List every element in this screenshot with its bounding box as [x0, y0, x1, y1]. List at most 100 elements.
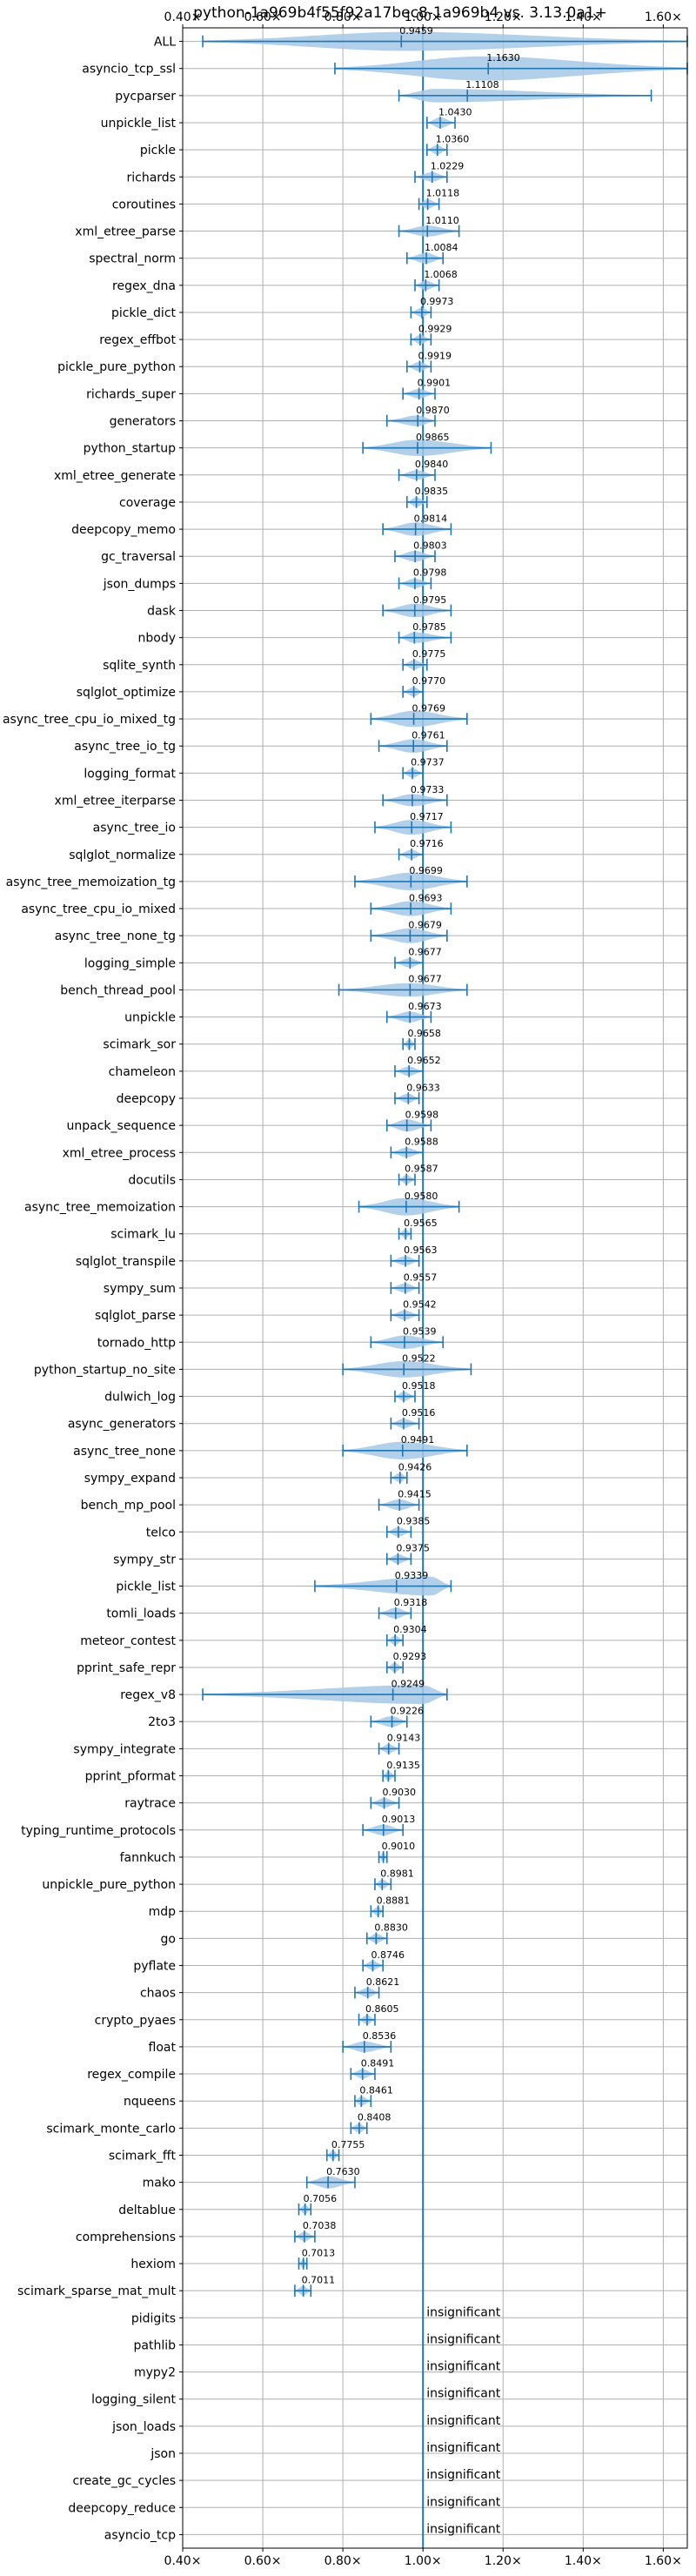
value-label: 0.9030	[383, 1787, 417, 1798]
value-label: 0.9491	[401, 1434, 435, 1446]
benchmark-label: xml_etree_generate	[54, 469, 176, 483]
benchmark-label: unpickle_pure_python	[42, 1878, 176, 1892]
value-label: 0.9865	[416, 432, 450, 443]
value-label: 0.9565	[404, 1218, 438, 1229]
benchmark-label: crypto_pyaes	[95, 2014, 176, 2028]
benchmark-label: typing_runtime_protocols	[21, 1824, 176, 1838]
value-label: 0.9835	[415, 486, 448, 497]
value-label: 0.9919	[418, 351, 452, 362]
value-label: 0.9516	[402, 1407, 436, 1419]
benchmark-label: raytrace	[124, 1797, 176, 1811]
benchmark-label: unpickle	[124, 1011, 176, 1025]
value-label: 0.9563	[404, 1244, 438, 1256]
value-label: 0.9716	[410, 838, 444, 849]
value-label: 1.1108	[465, 79, 499, 91]
benchmark-label: sqlglot_normalize	[69, 849, 176, 862]
benchmark-label: nbody	[138, 632, 177, 646]
benchmark-label: unpickle_list	[101, 117, 177, 131]
benchmark-label: 2to3	[148, 1715, 176, 1729]
benchmark-label: python_startup_no_site	[34, 1363, 176, 1377]
benchmark-label: json_dumps	[103, 577, 176, 591]
value-label: 0.9143	[387, 1733, 421, 1744]
value-label: 0.7056	[304, 2193, 338, 2204]
insignificant-label: insignificant	[426, 2360, 501, 2374]
value-label: 0.9415	[398, 1488, 432, 1499]
x-tick-label-bottom: 1.20×	[485, 2554, 522, 2568]
benchmark-label: mdp	[149, 1905, 177, 1919]
x-tick-label-bottom: 1.00×	[405, 2554, 442, 2568]
value-label: 0.7013	[302, 2247, 336, 2258]
benchmark-label: mypy2	[134, 2366, 176, 2380]
benchmark-label: unpack_sequence	[67, 1119, 176, 1133]
insignificant-label: insignificant	[426, 2441, 501, 2455]
insignificant-label: insignificant	[426, 2468, 501, 2482]
value-label: 0.9677	[408, 947, 442, 958]
benchmark-label: async_tree_cpu_io_mixed_tg	[3, 713, 176, 727]
value-label: 0.9693	[409, 892, 443, 903]
value-label: 0.9557	[404, 1271, 438, 1283]
x-tick-label-bottom: 1.60×	[645, 2554, 682, 2568]
benchmark-label: xml_etree_parse	[75, 225, 176, 239]
value-label: 1.0084	[425, 242, 458, 253]
benchmark-label: mako	[143, 2177, 176, 2190]
benchmark-label: scimark_sparse_mat_mult	[17, 2284, 176, 2298]
insignificant-label: insignificant	[426, 2332, 501, 2346]
value-label: 0.9733	[411, 784, 445, 795]
value-label: 0.9814	[414, 513, 447, 524]
benchmark-label: async_tree_cpu_io_mixed	[21, 902, 176, 916]
benchmark-label: sqlite_synth	[103, 659, 176, 673]
benchmark-label: async_tree_none	[73, 1445, 176, 1459]
benchmark-label: deepcopy_reduce	[68, 2501, 176, 2515]
benchmark-label: create_gc_cycles	[72, 2474, 176, 2488]
benchmark-label: xml_etree_process	[63, 1146, 176, 1160]
value-label: 0.9901	[418, 378, 451, 389]
value-label: 0.9135	[386, 1760, 420, 1771]
x-tick-label-top: 0.80×	[325, 10, 362, 24]
value-label: 0.9318	[394, 1597, 428, 1608]
benchmark-label: pickle	[140, 144, 176, 158]
benchmark-label: richards	[127, 171, 177, 184]
benchmark-label: chameleon	[109, 1065, 176, 1079]
value-label: 0.9542	[403, 1298, 437, 1310]
benchmark-label: bench_mp_pool	[81, 1499, 176, 1513]
value-label: 1.0110	[425, 215, 459, 226]
benchmark-label: sympy_str	[113, 1553, 176, 1566]
benchmark-label: sqlglot_optimize	[77, 686, 176, 700]
benchmark-label: json	[150, 2447, 176, 2461]
x-tick-label-bottom: 1.40×	[565, 2554, 602, 2568]
benchmark-label: telco	[146, 1526, 176, 1540]
benchmark-label: sqlglot_transpile	[76, 1255, 176, 1269]
benchmark-label: deepcopy	[117, 1092, 176, 1106]
value-label: 0.9588	[405, 1137, 438, 1148]
benchmark-label: scimark_fft	[109, 2149, 177, 2163]
value-label: 0.8830	[374, 1922, 408, 1934]
benchmark-label: nqueens	[124, 2095, 176, 2109]
value-label: 0.9770	[412, 675, 445, 687]
benchmark-label: tomli_loads	[106, 1607, 176, 1621]
benchmark-label: logging_silent	[91, 2393, 176, 2407]
insignificant-label: insignificant	[426, 2414, 501, 2428]
benchmark-label: regex_dna	[112, 279, 176, 293]
benchmark-label: pickle_list	[116, 1580, 176, 1594]
value-label: 0.9539	[403, 1326, 437, 1338]
benchmark-label: pyflate	[133, 1959, 176, 1973]
value-label: 0.9769	[412, 702, 446, 714]
benchmark-label: gc_traversal	[101, 550, 176, 564]
value-label: 0.8491	[361, 2057, 395, 2069]
value-label: 0.9761	[412, 729, 445, 741]
value-label: 0.9010	[382, 1841, 416, 1852]
benchmark-label: chaos	[140, 1987, 176, 2001]
benchmark-label: pprint_safe_repr	[77, 1661, 176, 1675]
value-label: 0.9803	[413, 540, 446, 552]
benchmark-label: go	[161, 1932, 176, 1946]
value-label: 0.9598	[405, 1109, 439, 1120]
benchmark-label: sympy_expand	[84, 1472, 176, 1486]
benchmark-label: pprint_pformat	[85, 1770, 177, 1784]
x-tick-label-bottom: 0.60×	[244, 2554, 282, 2568]
value-label: 0.9375	[396, 1543, 430, 1554]
benchmark-label: sqlglot_parse	[95, 1309, 176, 1323]
value-label: 0.9795	[413, 594, 447, 606]
insignificant-label: insignificant	[426, 2522, 501, 2536]
insignificant-label: insignificant	[426, 2305, 501, 2319]
